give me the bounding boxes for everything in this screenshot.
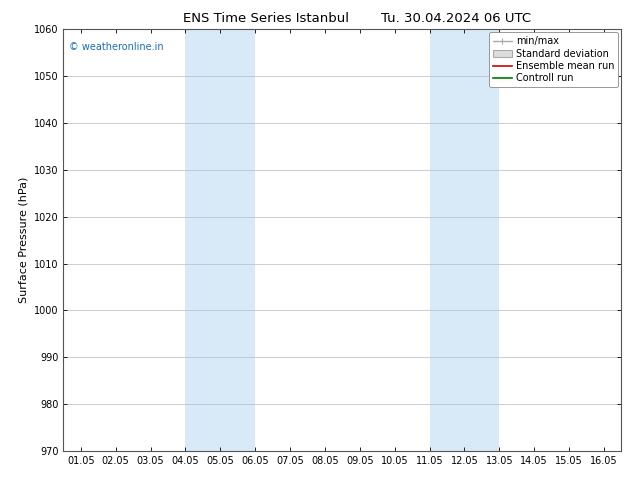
Bar: [429, 29, 500, 451]
Bar: [185, 29, 255, 451]
Legend: min/max, Standard deviation, Ensemble mean run, Controll run: min/max, Standard deviation, Ensemble me…: [489, 32, 618, 87]
Text: ENS Time Series Istanbul: ENS Time Series Istanbul: [183, 12, 349, 25]
Y-axis label: Surface Pressure (hPa): Surface Pressure (hPa): [18, 177, 29, 303]
Text: Tu. 30.04.2024 06 UTC: Tu. 30.04.2024 06 UTC: [382, 12, 531, 25]
Text: © weatheronline.in: © weatheronline.in: [69, 42, 164, 52]
